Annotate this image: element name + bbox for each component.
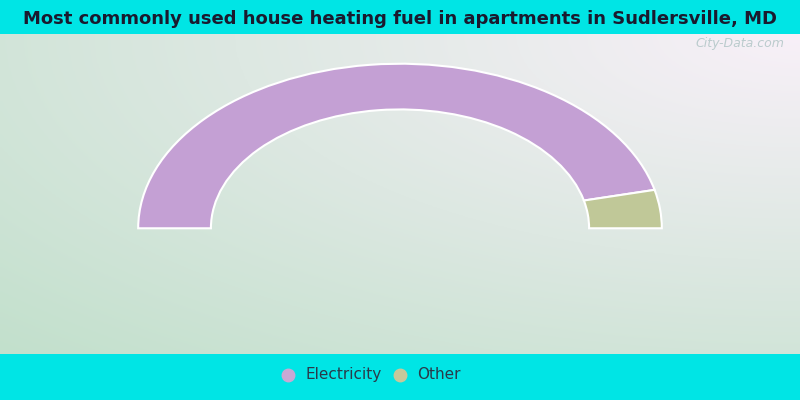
Wedge shape [138,64,654,228]
Text: Other: Other [418,367,461,382]
Text: Most commonly used house heating fuel in apartments in Sudlersville, MD: Most commonly used house heating fuel in… [23,10,777,28]
Text: Electricity: Electricity [306,367,382,382]
Wedge shape [584,190,662,228]
Text: City-Data.com: City-Data.com [695,37,784,50]
